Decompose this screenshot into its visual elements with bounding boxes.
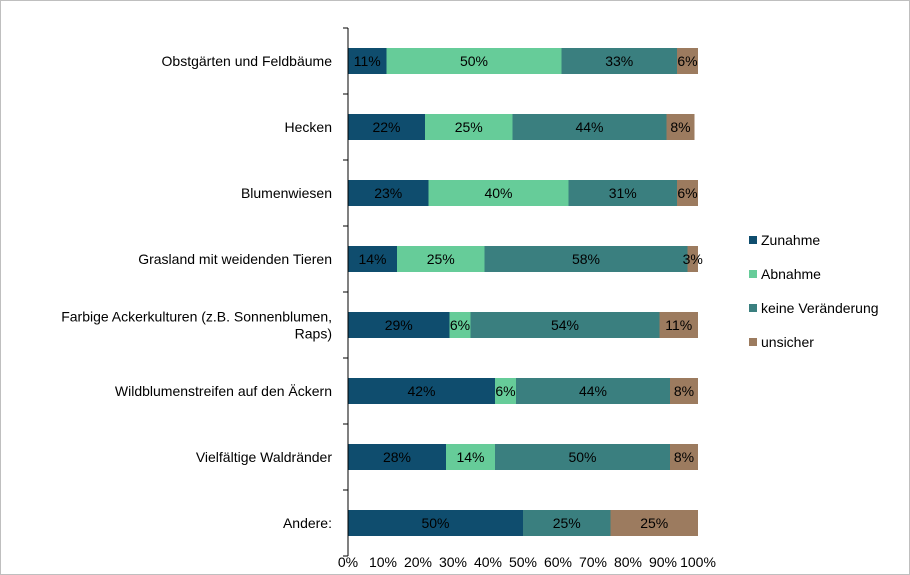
- data-label: 25%: [640, 515, 668, 531]
- data-label: 11%: [354, 53, 381, 69]
- category-label: Raps): [295, 326, 332, 342]
- data-label: 54%: [551, 317, 579, 333]
- data-label: 25%: [427, 251, 455, 267]
- category-label: Hecken: [285, 119, 332, 135]
- x-tick-label: 30%: [439, 554, 467, 570]
- data-label: 50%: [568, 449, 596, 465]
- bar-segment: [561, 48, 677, 74]
- bar-segment: [446, 444, 495, 470]
- bar-segment: [348, 378, 495, 404]
- bar-segment: [512, 114, 667, 140]
- bar-segment: [677, 180, 698, 206]
- bar-segment: [397, 246, 485, 272]
- data-label: 6%: [450, 317, 470, 333]
- bar-segment: [495, 444, 670, 470]
- category-label: Vielfältige Waldränder: [196, 449, 333, 465]
- data-label: 22%: [372, 119, 400, 135]
- legend-label: Zunahme: [761, 232, 820, 248]
- legend-label: unsicher: [761, 334, 814, 350]
- bar-segment: [666, 114, 695, 140]
- data-label: 58%: [572, 251, 600, 267]
- x-tick-label: 100%: [680, 554, 716, 570]
- data-label: 14%: [358, 251, 386, 267]
- data-label: 28%: [383, 449, 411, 465]
- bar-segment: [516, 378, 670, 404]
- bar-segment: [449, 312, 471, 338]
- bar-segment: [610, 510, 698, 536]
- category-label: Wildblumenstreifen auf den Äckern: [115, 383, 332, 399]
- data-label: 44%: [575, 119, 603, 135]
- legend-label: keine Veränderung: [761, 300, 879, 316]
- category-label: Grasland mit weidenden Tieren: [138, 251, 332, 267]
- bar-segment: [670, 378, 698, 404]
- bar-segment: [670, 444, 698, 470]
- legend-swatch: [749, 304, 757, 312]
- bar-segment: [687, 246, 698, 272]
- bar-segment: [495, 378, 516, 404]
- x-tick-label: 70%: [579, 554, 607, 570]
- data-label: 31%: [609, 185, 637, 201]
- bar-segment: [348, 444, 446, 470]
- bar-segment: [659, 312, 698, 338]
- data-label: 8%: [670, 119, 690, 135]
- bar-segment: [348, 312, 450, 338]
- bar-segment: [428, 180, 569, 206]
- data-label: 6%: [495, 383, 515, 399]
- x-tick-label: 60%: [544, 554, 572, 570]
- x-tick-label: 20%: [404, 554, 432, 570]
- legend-swatch: [749, 270, 757, 278]
- legend-swatch: [749, 338, 757, 346]
- bar-segment: [386, 48, 562, 74]
- data-label: 6%: [677, 185, 697, 201]
- bar-segment: [348, 48, 387, 74]
- x-tick-label: 0%: [338, 554, 358, 570]
- bar-segment: [348, 510, 523, 536]
- x-tick-label: 50%: [509, 554, 537, 570]
- data-label: 33%: [605, 53, 633, 69]
- x-tick-label: 10%: [369, 554, 397, 570]
- bar-segment: [348, 180, 429, 206]
- x-tick-label: 90%: [649, 554, 677, 570]
- data-label: 8%: [674, 383, 694, 399]
- data-label: 25%: [455, 119, 483, 135]
- data-label: 14%: [456, 449, 484, 465]
- data-label: 8%: [674, 449, 694, 465]
- x-tick-label: 80%: [614, 554, 642, 570]
- category-label: Farbige Ackerkulturen (z.B. Sonnenblumen…: [61, 309, 332, 325]
- data-label: 25%: [553, 515, 581, 531]
- legend-swatch: [749, 236, 757, 244]
- bar-segment: [523, 510, 611, 536]
- category-label: Obstgärten und Feldbäume: [162, 53, 333, 69]
- data-label: 11%: [665, 317, 692, 333]
- bar-segment: [348, 114, 425, 140]
- data-label: 50%: [421, 515, 449, 531]
- bar-segment: [484, 246, 688, 272]
- data-label: 6%: [677, 53, 697, 69]
- data-label: 42%: [407, 383, 435, 399]
- bar-segment: [677, 48, 698, 74]
- data-label: 29%: [385, 317, 413, 333]
- data-label: 23%: [374, 185, 402, 201]
- legend-label: Abnahme: [761, 266, 821, 282]
- category-label: Blumenwiesen: [241, 185, 332, 201]
- bar-segment: [425, 114, 513, 140]
- data-label: 50%: [460, 53, 488, 69]
- bar-segment: [568, 180, 677, 206]
- data-label: 3%: [683, 251, 703, 267]
- category-label: Andere:: [283, 515, 332, 531]
- x-tick-label: 40%: [474, 554, 502, 570]
- bar-segment: [348, 246, 397, 272]
- bar-segment: [470, 312, 660, 338]
- data-label: 44%: [579, 383, 607, 399]
- data-label: 40%: [484, 185, 512, 201]
